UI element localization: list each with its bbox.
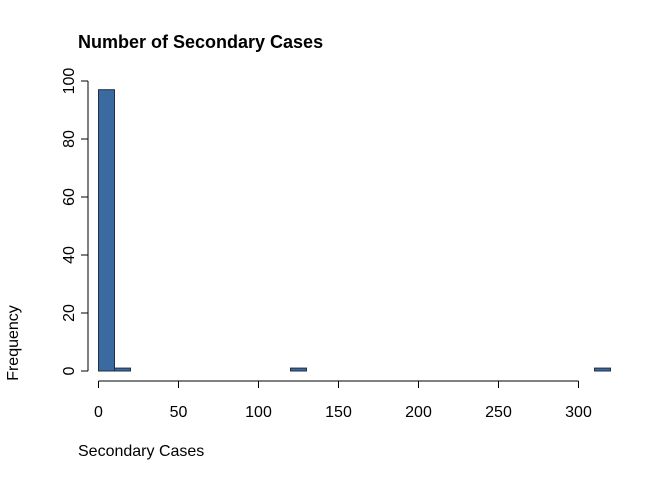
x-tick-label: 300	[565, 404, 592, 421]
histogram-bars	[98, 89, 611, 372]
x-axis: 0 50 100 150 200 250 300	[94, 380, 592, 421]
x-axis-label: Secondary Cases	[78, 443, 204, 460]
y-axis: 0 20 40 60 80 100	[61, 68, 89, 375]
chart-title: Number of Secondary Cases	[78, 32, 323, 52]
x-tick-label: 150	[325, 404, 352, 421]
x-tick-label: 200	[405, 404, 432, 421]
y-tick-label: 0	[61, 366, 78, 375]
y-tick-label: 80	[61, 130, 78, 148]
histogram-bar	[594, 367, 611, 372]
y-tick-label: 100	[61, 68, 78, 95]
x-tick-label: 250	[485, 404, 512, 421]
x-tick-label: 100	[245, 404, 272, 421]
histogram-bar	[98, 89, 115, 372]
y-axis-label: Frequency	[5, 305, 22, 381]
y-tick-label: 20	[61, 304, 78, 322]
histogram-bar	[290, 367, 307, 372]
y-tick-label: 60	[61, 188, 78, 206]
histogram-bar	[114, 367, 131, 372]
y-tick-label: 40	[61, 246, 78, 264]
x-tick-label: 0	[94, 404, 103, 421]
x-tick-label: 50	[170, 404, 188, 421]
